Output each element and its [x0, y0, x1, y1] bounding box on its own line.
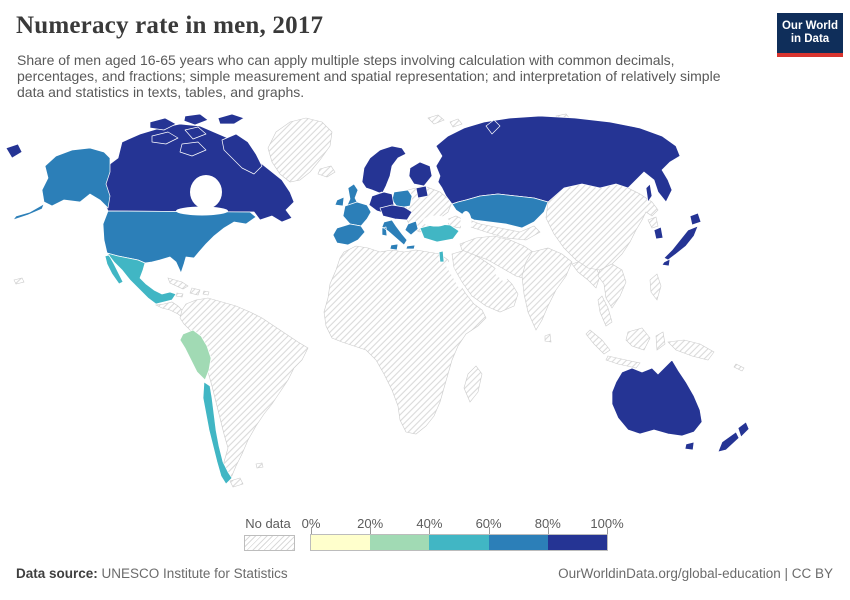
country-france[interactable] — [342, 201, 372, 227]
country-finland[interactable] — [408, 161, 433, 187]
hudson-bay — [190, 175, 222, 209]
legend-tick-40: 40% — [416, 516, 443, 531]
water-bodies — [176, 175, 508, 290]
data-source-label: Data source: — [16, 566, 98, 581]
no-data-label: No data — [245, 516, 291, 531]
region-hawaii[interactable] — [13, 277, 25, 285]
region-greenland[interactable] — [267, 117, 333, 183]
legend-tickmark — [429, 527, 431, 535]
country-ecuador-peru[interactable] — [179, 329, 212, 381]
region-north-korea[interactable] — [647, 216, 659, 229]
country-australia[interactable] — [611, 359, 703, 451]
region-sulawesi[interactable] — [655, 331, 666, 351]
region-philippines[interactable] — [649, 273, 662, 301]
legend-color-bar — [310, 534, 608, 551]
country-japan[interactable] — [661, 212, 702, 267]
region-hispaniola[interactable] — [189, 287, 201, 296]
region-madagascar[interactable] — [463, 365, 483, 403]
legend-tick-20: 20% — [357, 516, 384, 531]
country-mexico[interactable] — [104, 252, 177, 305]
region-jamaica[interactable] — [175, 292, 184, 298]
legend-tickmark — [488, 527, 490, 535]
region-falklands[interactable] — [255, 462, 264, 469]
subtitle: Share of men aged 16-65 years who can ap… — [17, 52, 721, 100]
black-sea — [423, 215, 449, 227]
region-indochina[interactable] — [597, 263, 627, 309]
country-italy[interactable] — [381, 219, 408, 251]
legend-tickmark — [607, 527, 608, 535]
data-source-value: UNESCO Institute for Statistics — [101, 566, 288, 581]
owid-logo-line1: Our World — [781, 20, 838, 32]
legend-tick-80: 80% — [534, 516, 561, 531]
region-franz-josef[interactable] — [449, 118, 463, 128]
region-central-asia[interactable] — [463, 217, 541, 241]
region-svalbard[interactable] — [427, 114, 445, 125]
owid-url-link[interactable]: OurWorldinData.org/global-education | CC… — [558, 566, 833, 581]
region-thailand-malay[interactable] — [597, 295, 613, 327]
country-ireland[interactable] — [334, 196, 345, 207]
caspian-sea — [460, 211, 472, 233]
region-tierra-del-fuego[interactable] — [229, 477, 244, 488]
no-data-regions — [13, 113, 745, 488]
country-baltics[interactable] — [415, 185, 429, 199]
region-java[interactable] — [605, 355, 641, 369]
country-chile[interactable] — [202, 381, 233, 485]
legend-swatch-0-20[interactable] — [311, 535, 371, 550]
persian-gulf — [493, 268, 508, 282]
legend-swatch-60-80[interactable] — [488, 535, 548, 550]
country-central-europe[interactable] — [379, 204, 413, 221]
red-sea — [446, 260, 464, 290]
region-south-america-nodata[interactable] — [179, 297, 309, 483]
legend-tickmark — [547, 527, 549, 535]
region-puerto-rico[interactable] — [202, 290, 210, 296]
legend-tick-100: 100% — [590, 516, 624, 531]
region-sri-lanka[interactable] — [544, 333, 552, 343]
legend-tick-0: 0% — [301, 516, 321, 531]
legend-tick-60: 60% — [475, 516, 502, 531]
world-map — [0, 112, 850, 512]
region-new-guinea[interactable] — [667, 339, 715, 361]
owid-logo[interactable]: Our World in Data — [777, 13, 843, 57]
region-india[interactable] — [521, 247, 573, 331]
legend-tickmark — [370, 527, 372, 535]
country-usa-alaska[interactable] — [12, 147, 111, 221]
owid-logo-line2: in Data — [790, 33, 830, 45]
legend-tickmark — [311, 527, 312, 535]
region-borneo[interactable] — [625, 327, 651, 351]
country-canada-arctic-islands[interactable] — [149, 113, 263, 175]
legend-swatch-20-40[interactable] — [370, 535, 430, 550]
country-new-zealand[interactable] — [717, 421, 750, 453]
region-africa[interactable] — [323, 245, 487, 435]
region-cuba[interactable] — [167, 277, 189, 290]
country-russia[interactable] — [435, 115, 681, 205]
country-spain-portugal[interactable] — [332, 223, 366, 246]
legend-swatch-40-60[interactable] — [429, 535, 489, 550]
page-title: Numeracy rate in men, 2017 — [16, 12, 324, 39]
region-sumatra[interactable] — [585, 329, 611, 355]
country-turkey[interactable] — [419, 223, 460, 243]
country-south-korea[interactable] — [653, 226, 664, 240]
region-new-caledonia[interactable] — [733, 363, 745, 372]
country-russia-islands[interactable] — [5, 119, 653, 203]
country-norway-sweden[interactable] — [361, 145, 407, 195]
great-lakes — [176, 206, 228, 216]
no-data-swatch[interactable] — [244, 535, 295, 551]
region-iceland[interactable] — [317, 165, 336, 178]
data-source: Data source: UNESCO Institute for Statis… — [16, 566, 288, 581]
country-israel[interactable] — [438, 250, 445, 263]
legend-swatch-80-100[interactable] — [547, 535, 608, 550]
shaded-countries — [5, 113, 750, 485]
country-greece[interactable] — [404, 220, 419, 250]
region-arabia[interactable] — [451, 249, 519, 313]
